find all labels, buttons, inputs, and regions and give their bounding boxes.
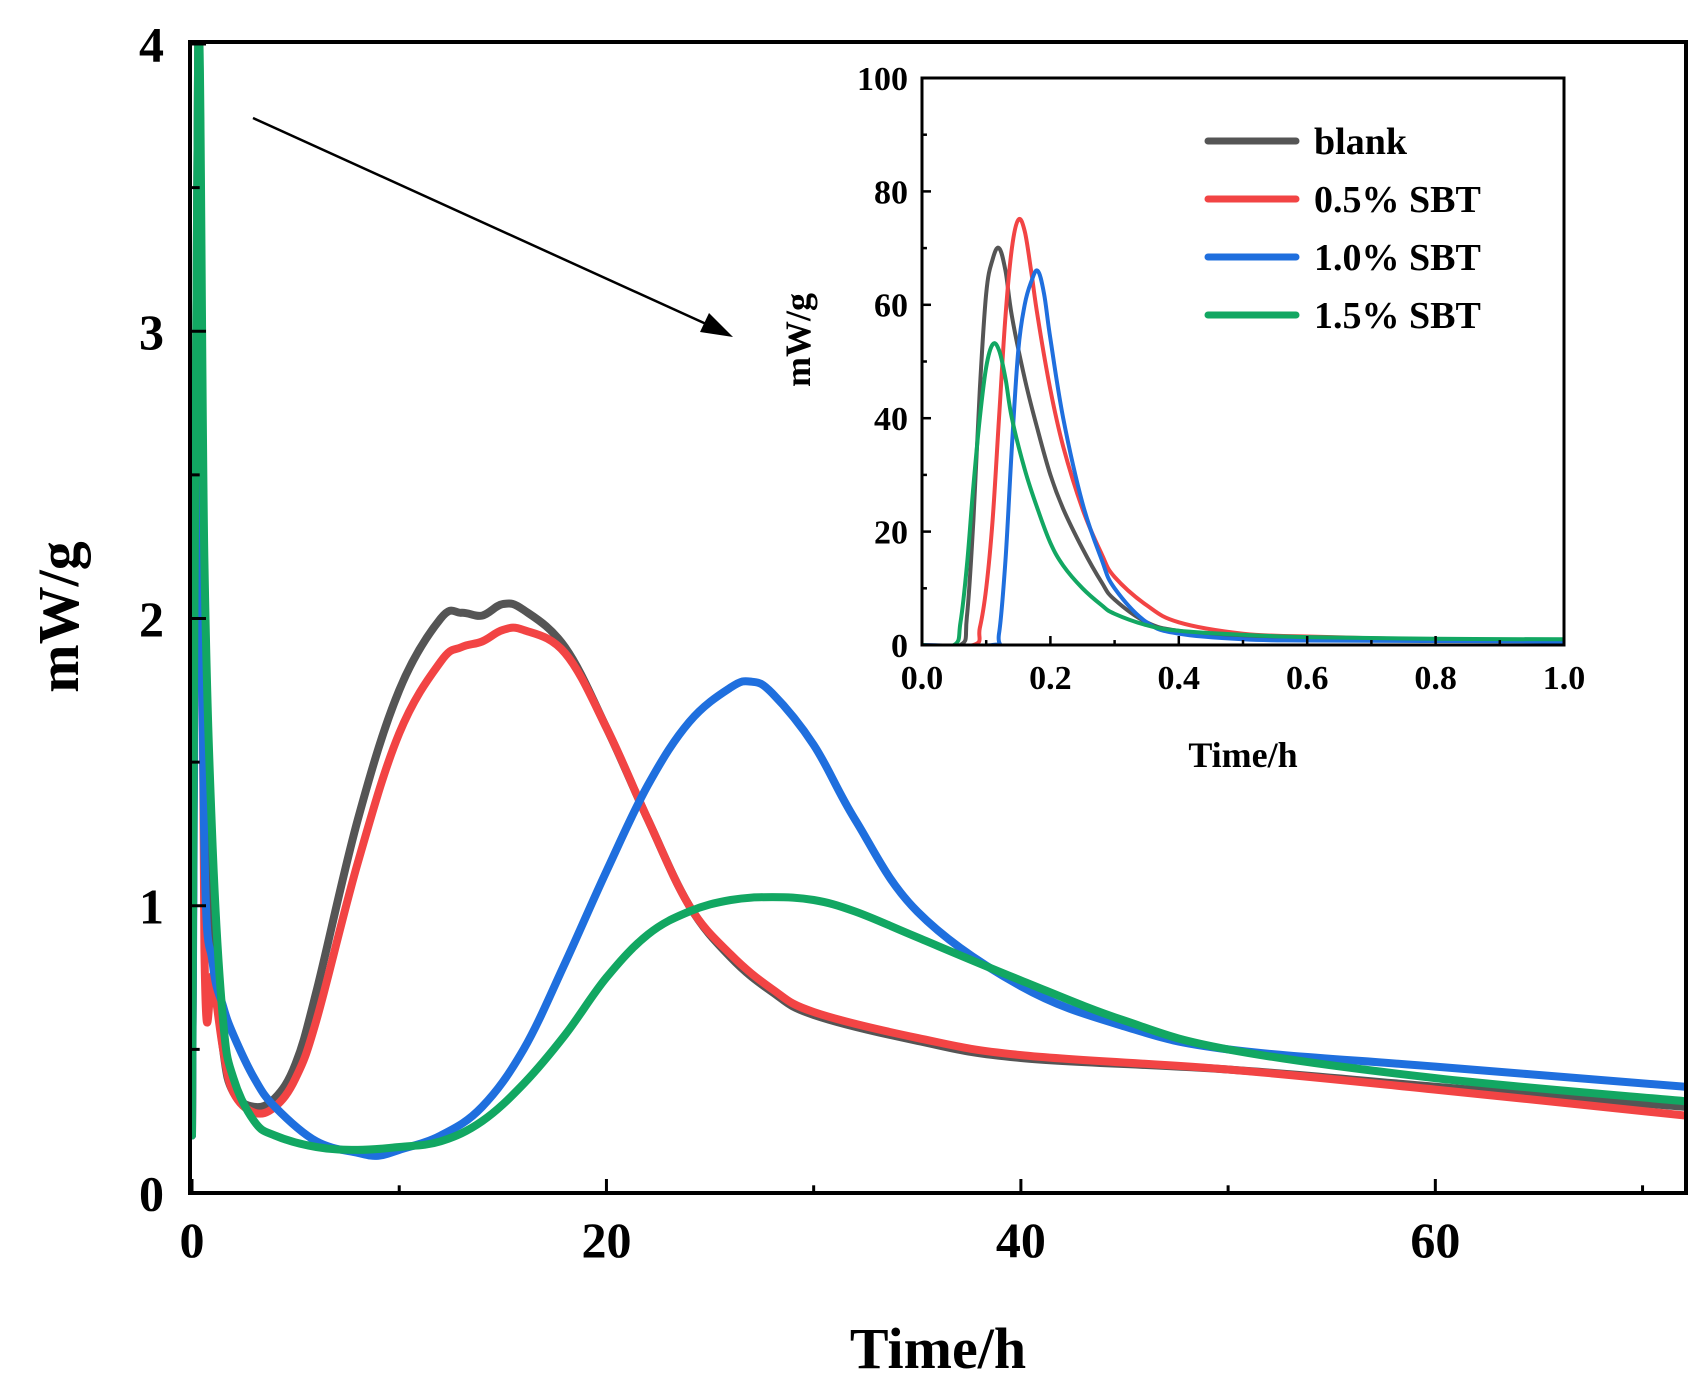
inset-plot-border	[920, 76, 1566, 647]
main-series-line-3	[192, 44, 1684, 1154]
main-plot-frame	[188, 40, 1688, 1195]
legend-label-2: 1.0% SBT	[1314, 237, 1481, 279]
inset-y-tick-label: 0	[891, 628, 908, 665]
main-series-group	[192, 44, 1684, 1160]
inset-y-tick-label: 100	[857, 61, 908, 98]
legend-label-3: 1.5% SBT	[1314, 295, 1481, 337]
main-plot-area	[192, 44, 1684, 1160]
inset-x-tick-label: 1.0	[1543, 660, 1586, 697]
main-y-tick-label: 2	[139, 591, 164, 647]
inset-legend: blank 0.5% SBT 1.0% SBT 1.5% SBT	[1204, 121, 1481, 337]
legend-label-0: blank	[1314, 121, 1408, 163]
main-x-axis-label: Time/h	[850, 1316, 1026, 1381]
main-x-tick-label: 0	[180, 1212, 205, 1268]
inset-x-axis-label: Time/h	[1188, 735, 1297, 775]
main-x-tick-label: 60	[1410, 1212, 1460, 1268]
inset-y-axis-label: mW/g	[778, 293, 818, 387]
inset-x-tick-label: 0.0	[901, 660, 944, 697]
inset-y-tick-label: 40	[874, 401, 908, 438]
main-y-tick-label: 4	[139, 17, 164, 73]
main-y-tick-label: 3	[139, 304, 164, 360]
inset-y-tick-label: 60	[874, 288, 908, 325]
inset-y-tick-label: 20	[874, 515, 908, 552]
main-y-axis-label: mW/g	[26, 541, 91, 692]
inset-plot-frame	[920, 76, 1566, 647]
inset-plot-area	[922, 216, 1564, 645]
inset-series-group	[922, 216, 1564, 645]
inset-series-line-2	[922, 268, 1564, 645]
inset-x-tick-label: 0.4	[1158, 660, 1201, 697]
main-x-tick-label: 40	[996, 1212, 1046, 1268]
inset-x-tick-label: 0.2	[1029, 660, 1072, 697]
annotation-arrow	[252, 116, 733, 337]
inset-x-tick-label: 0.6	[1286, 660, 1329, 697]
main-y-tick-label: 1	[139, 878, 164, 934]
inset-series-line-3	[922, 341, 1564, 645]
inset-x-tick-label: 0.8	[1414, 660, 1457, 697]
main-y-tick-label: 0	[139, 1166, 164, 1222]
main-x-tick-label: 20	[581, 1212, 631, 1268]
main-series-line-2	[192, 266, 1684, 1160]
legend-label-1: 0.5% SBT	[1314, 179, 1481, 221]
inset-ticks-group: 0 20 40 60 80 100 0.0 0.2 0.4 0.6 0.8 1.0	[857, 61, 1585, 697]
inset-y-tick-label: 80	[874, 174, 908, 211]
